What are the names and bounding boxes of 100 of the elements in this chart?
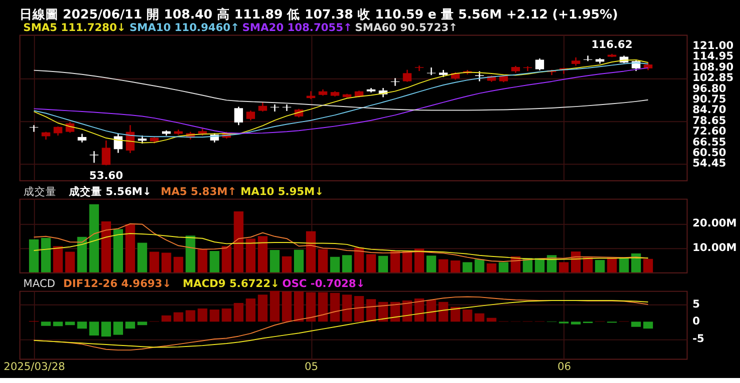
candlestick bbox=[102, 140, 111, 166]
bar bbox=[438, 259, 448, 272]
y-tick-label: 84.70 bbox=[692, 103, 726, 116]
line-series bbox=[33, 233, 649, 260]
bar bbox=[246, 238, 256, 272]
bar bbox=[294, 250, 304, 272]
text: MACD9 5.6722↓ bbox=[182, 276, 280, 290]
bar bbox=[643, 258, 653, 272]
candlestick bbox=[54, 126, 62, 136]
y-tick-label: 102.85 bbox=[692, 71, 734, 84]
bar bbox=[125, 224, 136, 272]
y-tick-label: 72.60 bbox=[692, 124, 726, 138]
bar bbox=[595, 260, 605, 272]
bar bbox=[342, 294, 352, 322]
x-tick-label: 2025/03/28 bbox=[4, 360, 66, 373]
annotation: 53.60 bbox=[89, 168, 123, 182]
text: SMA60 90.5723↑ bbox=[355, 20, 458, 34]
text: SMA20 108.7055↑ bbox=[242, 20, 352, 34]
y-tick-label: 60.50 bbox=[692, 146, 726, 159]
y-tick-label: 90.75 bbox=[692, 92, 726, 106]
bar bbox=[462, 262, 472, 272]
bar bbox=[77, 236, 87, 272]
bar bbox=[306, 231, 316, 272]
chart-title: 日線圖 2025/06/11 開 108.40 高 111.89 低 107.38 收 110.59 e 量 5.56M +2.12 (+1.95%) bbox=[19, 6, 618, 22]
bar bbox=[53, 246, 63, 272]
y-tick-label: 54.45 bbox=[692, 156, 726, 170]
bar bbox=[258, 294, 268, 322]
bar bbox=[210, 251, 220, 272]
bar bbox=[558, 262, 569, 272]
bar bbox=[450, 260, 460, 272]
bar bbox=[65, 252, 75, 272]
bar bbox=[390, 251, 400, 272]
text: MA10 5.95M↓ bbox=[240, 184, 324, 198]
bar bbox=[354, 296, 364, 322]
bar bbox=[186, 236, 196, 272]
bar bbox=[486, 318, 496, 322]
bar bbox=[149, 252, 160, 272]
bar bbox=[270, 250, 280, 272]
bar bbox=[426, 256, 436, 272]
bar bbox=[366, 254, 376, 272]
bar bbox=[631, 253, 641, 272]
bar bbox=[330, 292, 340, 322]
series-label: OSC -0.7028↓ bbox=[282, 276, 366, 290]
bar bbox=[113, 322, 124, 335]
bar bbox=[198, 308, 208, 322]
bar bbox=[246, 298, 256, 322]
y-tick-label: -5 bbox=[692, 332, 704, 345]
text: DIF12-26 4.9693↓ bbox=[63, 276, 172, 290]
bar bbox=[643, 322, 653, 329]
bar bbox=[222, 246, 232, 272]
series-label: 成交量 5.56M↓ bbox=[68, 184, 152, 198]
bar bbox=[101, 322, 111, 337]
bar bbox=[162, 315, 172, 322]
candlestick bbox=[402, 69, 412, 82]
candlestick bbox=[90, 150, 98, 164]
bar bbox=[438, 302, 448, 322]
candlestick bbox=[246, 110, 256, 121]
bar bbox=[234, 302, 244, 322]
bar bbox=[294, 292, 304, 322]
candlestick bbox=[414, 64, 424, 72]
bar bbox=[174, 312, 184, 322]
y-tick-label: 0 bbox=[692, 314, 700, 328]
bar bbox=[186, 310, 196, 322]
bar bbox=[619, 258, 629, 272]
text: MA5 5.83M↑ bbox=[160, 184, 237, 198]
bar bbox=[318, 292, 328, 322]
text: SMA10 110.9460↑ bbox=[129, 20, 240, 34]
bar bbox=[77, 322, 87, 329]
y-tick-label: 10.00M bbox=[692, 240, 737, 254]
bar bbox=[570, 322, 581, 324]
bar bbox=[474, 259, 484, 272]
bar bbox=[414, 248, 424, 272]
bar bbox=[270, 290, 280, 322]
bar bbox=[89, 322, 99, 336]
bar bbox=[607, 258, 617, 272]
y-tick-label: 20.00M bbox=[692, 216, 737, 230]
bar bbox=[366, 299, 376, 322]
bar bbox=[234, 211, 244, 272]
bar bbox=[318, 249, 328, 272]
bar bbox=[137, 242, 148, 272]
bar bbox=[41, 322, 51, 326]
candlestick bbox=[258, 102, 268, 112]
bar bbox=[174, 256, 184, 272]
bar bbox=[378, 256, 388, 272]
bar bbox=[474, 313, 484, 322]
bar bbox=[125, 322, 136, 329]
x-tick-label: 05 bbox=[304, 360, 318, 373]
bar bbox=[498, 262, 508, 272]
x-tick-label: 06 bbox=[557, 360, 572, 373]
bar bbox=[631, 322, 641, 327]
bar bbox=[342, 255, 352, 272]
bar bbox=[486, 263, 496, 272]
candlestick bbox=[535, 58, 544, 71]
y-tick-label: 121.00 bbox=[692, 39, 734, 52]
bar bbox=[402, 251, 412, 272]
bar bbox=[306, 292, 316, 322]
line-series bbox=[33, 70, 649, 111]
y-tick-label: 108.90 bbox=[692, 60, 734, 74]
bar bbox=[282, 256, 292, 272]
y-tick-label: 78.65 bbox=[692, 114, 726, 127]
